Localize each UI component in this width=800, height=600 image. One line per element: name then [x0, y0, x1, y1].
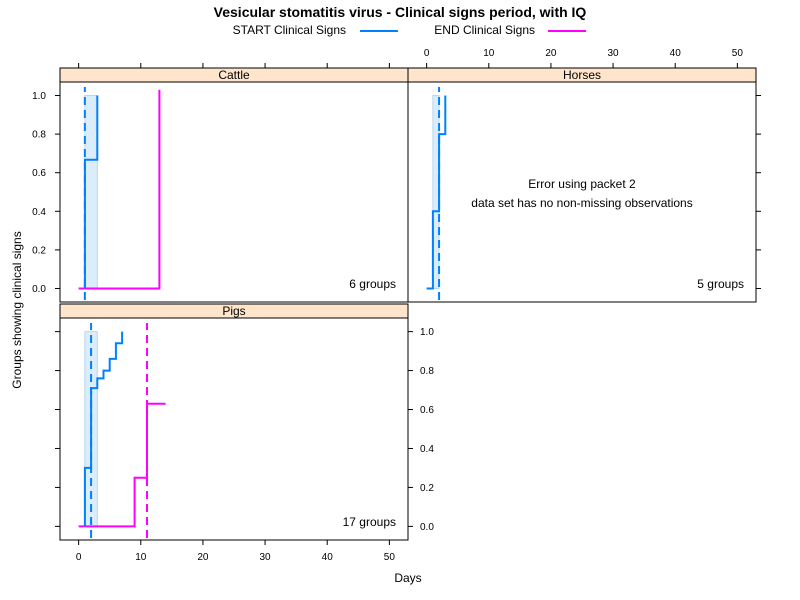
y-axis-left-cattle-tick-label: 1.0: [32, 91, 46, 102]
group-count-label: 17 groups: [343, 515, 396, 529]
panel-note: data set has no non-missing observations: [471, 196, 692, 210]
panel-pigs: Pigs 17 groups: [59, 303, 409, 541]
legend: START Clinical Signs END Clinical Signs: [233, 23, 586, 37]
y-axis-label: Groups showing clinical signs: [10, 231, 24, 388]
group-count-label: 6 groups: [349, 277, 396, 291]
y-axis-left-cattle-tick-label: 0.6: [32, 168, 46, 179]
start-series-line: [83, 95, 99, 289]
y-axis-left-cattle-tick-label: 0.2: [32, 245, 46, 256]
x-axis-top-horses-tick-label: 50: [732, 48, 744, 59]
x-axis-label: Days: [394, 571, 421, 585]
strip-label: Cattle: [218, 68, 250, 82]
x-axis-bottom-tick-label: 50: [384, 552, 396, 563]
x-axis-bottom-tick-label: 20: [197, 552, 209, 563]
y-axis-left-cattle-tick-label: 0.8: [32, 130, 46, 141]
x-axis-top-horses-tick-label: 0: [424, 48, 430, 59]
legend-label-start: START Clinical Signs: [233, 23, 346, 37]
strip-label: Horses: [563, 68, 601, 82]
group-count-label: 5 groups: [697, 277, 744, 291]
end-series-line: [78, 89, 161, 290]
y-axis-right-pigs-tick-label: 0.8: [420, 366, 434, 377]
y-axis-right-pigs-tick-label: 0.2: [420, 483, 434, 494]
chart-title: Vesicular stomatitis virus - Clinical si…: [214, 4, 587, 20]
x-axis-bottom-tick-label: 10: [135, 552, 147, 563]
x-axis-top-horses-tick-label: 40: [670, 48, 682, 59]
panel-border: [59, 317, 409, 541]
panel-border: [59, 81, 409, 303]
x-axis-bottom-tick-label: 0: [76, 552, 82, 563]
y-axis-right-pigs-tick-label: 0.4: [420, 444, 434, 455]
end-series-line: [78, 402, 166, 528]
x-axis-top-horses-tick-label: 30: [608, 48, 620, 59]
panel-note: Error using packet 2: [528, 177, 636, 191]
panel-cattle: Cattle 6 groups: [59, 67, 409, 303]
iq-band: [84, 95, 98, 289]
panel-border: [407, 81, 757, 303]
x-axis-top-horses-tick-label: 10: [483, 48, 495, 59]
x-axis-top-horses-tick-label: 20: [545, 48, 557, 59]
y-axis-left-cattle-tick-label: 0.4: [32, 207, 46, 218]
y-axis-left-cattle-tick-label: 0.0: [32, 284, 46, 295]
legend-label-end: END Clinical Signs: [434, 23, 535, 37]
y-axis-right-pigs-tick-label: 0.0: [420, 522, 434, 533]
y-axis-right-pigs-tick-label: 1.0: [420, 327, 434, 338]
start-series-line: [426, 95, 447, 290]
x-axis-bottom-tick-label: 30: [260, 552, 272, 563]
strip-label: Pigs: [222, 304, 245, 318]
panel-horses: Horses Error using packet 2 data set has n…: [407, 67, 757, 303]
y-axis-right-pigs-tick-label: 0.6: [420, 405, 434, 416]
x-axis-bottom-tick-label: 40: [322, 552, 334, 563]
